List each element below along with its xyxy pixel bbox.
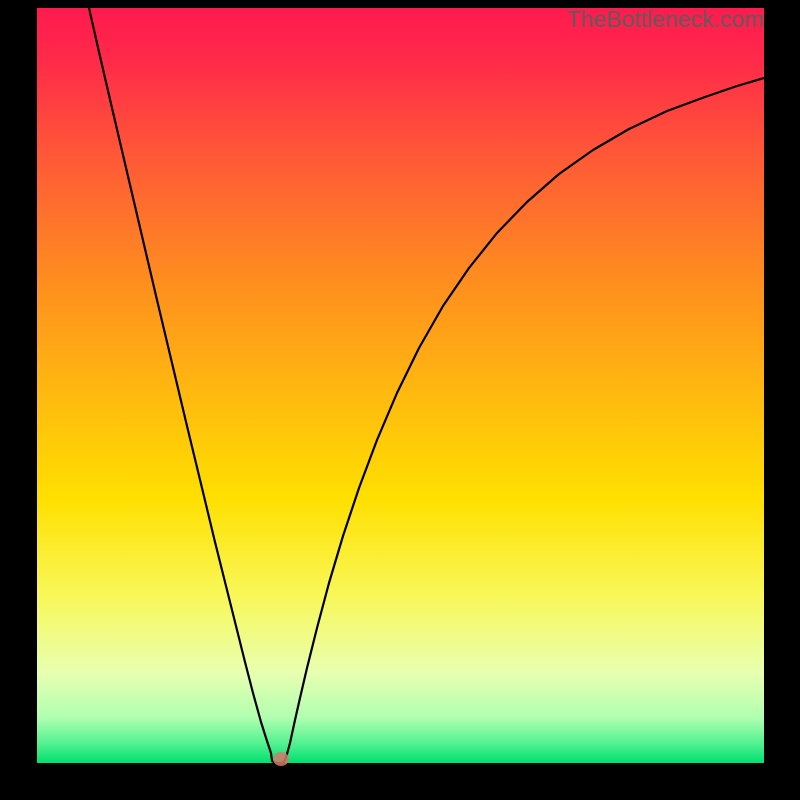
watermark-text: TheBottleneck.com [567,6,764,33]
minimum-marker [273,752,289,766]
bottleneck-curve [89,8,764,763]
plot-area [37,8,764,763]
chart-canvas: TheBottleneck.com [0,0,800,800]
curve-layer [37,8,764,763]
